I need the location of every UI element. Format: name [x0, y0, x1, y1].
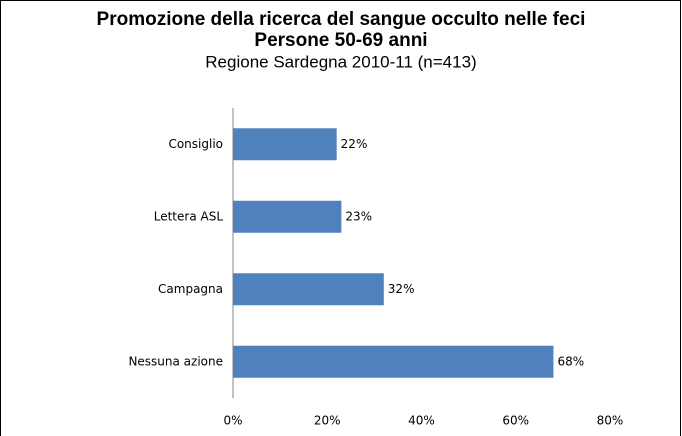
x-tick-label: 0%	[223, 414, 242, 428]
y-tick-label: Nessuna azione	[128, 354, 223, 368]
y-tick-label: Lettera ASL	[154, 209, 224, 223]
y-tick-label: Consiglio	[168, 137, 223, 151]
chart-subtitle: Regione Sardegna 2010-11 (n=413)	[205, 52, 476, 71]
data-label: 68%	[557, 354, 584, 368]
bar	[233, 128, 337, 161]
chart-title: Promozione della ricerca del sangue occu…	[97, 9, 586, 30]
y-tick-label: Campagna	[158, 282, 223, 296]
x-tick-label: 60%	[502, 414, 529, 428]
data-label: 23%	[345, 209, 372, 223]
x-tick-label: 80%	[597, 414, 624, 428]
bar	[233, 273, 384, 306]
chart-title: Persone 50-69 anni	[254, 30, 427, 51]
bar	[233, 345, 554, 378]
data-label: 32%	[388, 282, 415, 296]
bar	[233, 200, 342, 233]
x-tick-label: 20%	[314, 414, 341, 428]
data-label: 22%	[341, 137, 368, 151]
x-tick-label: 40%	[408, 414, 435, 428]
